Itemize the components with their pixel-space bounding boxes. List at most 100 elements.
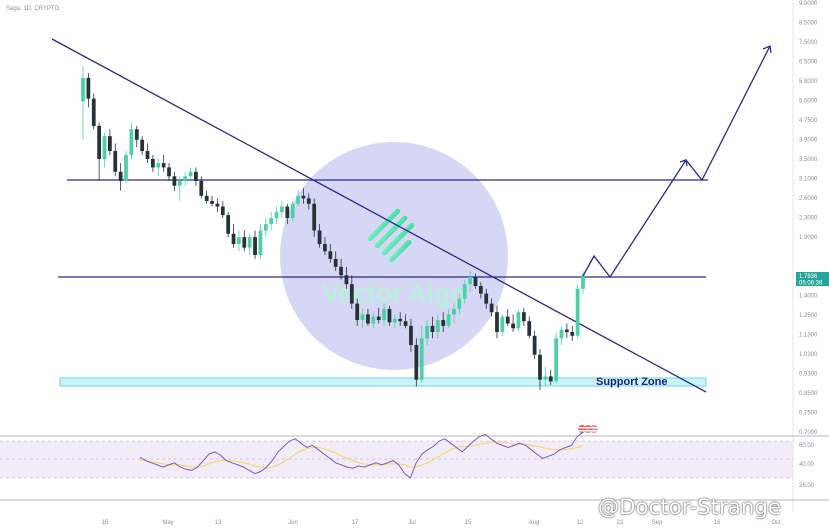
rsi-band	[0, 441, 793, 478]
candle-body	[306, 198, 311, 204]
candles	[81, 66, 585, 391]
candle-body	[145, 151, 150, 160]
candle-body	[366, 314, 370, 324]
price-tick-label: 5.0000	[799, 99, 818, 105]
candle-body	[538, 354, 542, 380]
support-zone	[59, 377, 707, 387]
candle-body	[511, 323, 515, 329]
candle-body	[280, 206, 284, 213]
candle-body	[414, 344, 419, 380]
time-tick-label: May	[162, 520, 173, 526]
price-tick-label: 1.1300	[799, 333, 818, 339]
time-tick-label: 13	[215, 520, 222, 526]
time-tick-label: 16	[714, 520, 721, 526]
event-flags-icon	[578, 425, 598, 433]
price-tick-label: 1.2500	[799, 313, 818, 319]
candle-body	[124, 154, 128, 181]
time-tick-label: 12	[577, 520, 584, 526]
candle-body	[134, 129, 139, 140]
rsi-tick-label: 26.00	[799, 483, 815, 489]
candle-body	[263, 224, 268, 231]
candle-body	[91, 98, 96, 126]
candle-body	[118, 171, 123, 181]
candle-body	[210, 201, 214, 204]
candle-body	[425, 325, 429, 339]
candle-body	[478, 285, 483, 294]
price-tick-label: 0.8500	[799, 391, 818, 397]
time-tick-label: Sep	[652, 520, 663, 526]
candle-body	[237, 237, 241, 245]
candle-body	[97, 125, 102, 160]
candle-body	[575, 288, 580, 336]
candle-body	[371, 316, 376, 324]
price-tick-label: 6.5000	[799, 60, 818, 66]
price-tick-label: 3.9000	[799, 138, 818, 144]
candle-body	[360, 314, 365, 321]
candle-body	[215, 203, 220, 207]
candle-body	[403, 321, 408, 326]
candle-body	[317, 230, 322, 245]
candle-body	[349, 284, 354, 304]
candle-body	[462, 284, 467, 299]
price-tick-label: 4.7500	[799, 118, 818, 124]
candle-body	[484, 293, 489, 304]
time-tick-label: 22	[617, 520, 624, 526]
support-zone-label: Support Zone	[596, 376, 668, 388]
rsi-tick-label: 40.00	[799, 462, 815, 468]
candle-body	[468, 277, 472, 285]
candle-body	[581, 275, 585, 289]
price-tag	[796, 272, 829, 286]
candle-body	[231, 233, 236, 245]
projection-arrowhead-icon	[762, 45, 772, 54]
time-tick-label: Aug	[529, 520, 540, 526]
candle-body	[495, 312, 499, 332]
candle-body	[473, 277, 478, 286]
candle-body	[285, 206, 290, 219]
rsi-tick-label: 60.00	[799, 443, 815, 449]
price-tick-label: 8.5000	[799, 21, 818, 27]
candle-body	[172, 176, 177, 186]
rsi-line	[139, 431, 584, 479]
candle-body	[161, 163, 166, 168]
candle-body	[446, 314, 451, 326]
price-tick-label: 0.7500	[799, 411, 818, 417]
candle-body	[323, 244, 327, 252]
price-tick-label: 7.5000	[799, 40, 818, 46]
candle-body	[452, 308, 456, 315]
candle-body	[290, 203, 295, 219]
candle-body	[102, 136, 107, 160]
candle-body	[328, 251, 333, 259]
price-tick-label: 0.9300	[799, 372, 818, 378]
price-tick-label: 5.8000	[799, 79, 818, 85]
candle-body	[253, 237, 257, 256]
candle-body	[570, 331, 575, 336]
price-tick-label: 2.6000	[799, 196, 818, 202]
candle-body	[532, 335, 537, 355]
candle-body	[129, 129, 134, 155]
candle-body	[457, 298, 462, 309]
candle-body	[548, 376, 553, 382]
candle-body	[441, 320, 446, 326]
candle-body	[409, 325, 413, 345]
candle-body	[382, 308, 386, 321]
candle-body	[339, 266, 343, 276]
price-tick-label: 1.9000	[799, 235, 818, 241]
candle-body	[220, 206, 225, 216]
candle-body	[419, 338, 424, 380]
candle-body	[500, 316, 505, 332]
candle-body	[204, 195, 209, 202]
candle-body	[392, 318, 397, 323]
candle-body	[355, 303, 360, 321]
candle-body	[183, 176, 188, 181]
author-watermark: @Doctor-Strange	[598, 495, 782, 519]
candle-body	[489, 303, 494, 313]
price-tag-value: 1.7836	[799, 274, 818, 280]
candle-body	[543, 376, 548, 380]
candle-body	[177, 180, 182, 186]
projection-path	[582, 45, 771, 279]
candle-body	[344, 275, 349, 285]
time-tick-label: 17	[352, 520, 359, 526]
candle-body	[376, 316, 381, 321]
candle-body	[527, 321, 532, 336]
